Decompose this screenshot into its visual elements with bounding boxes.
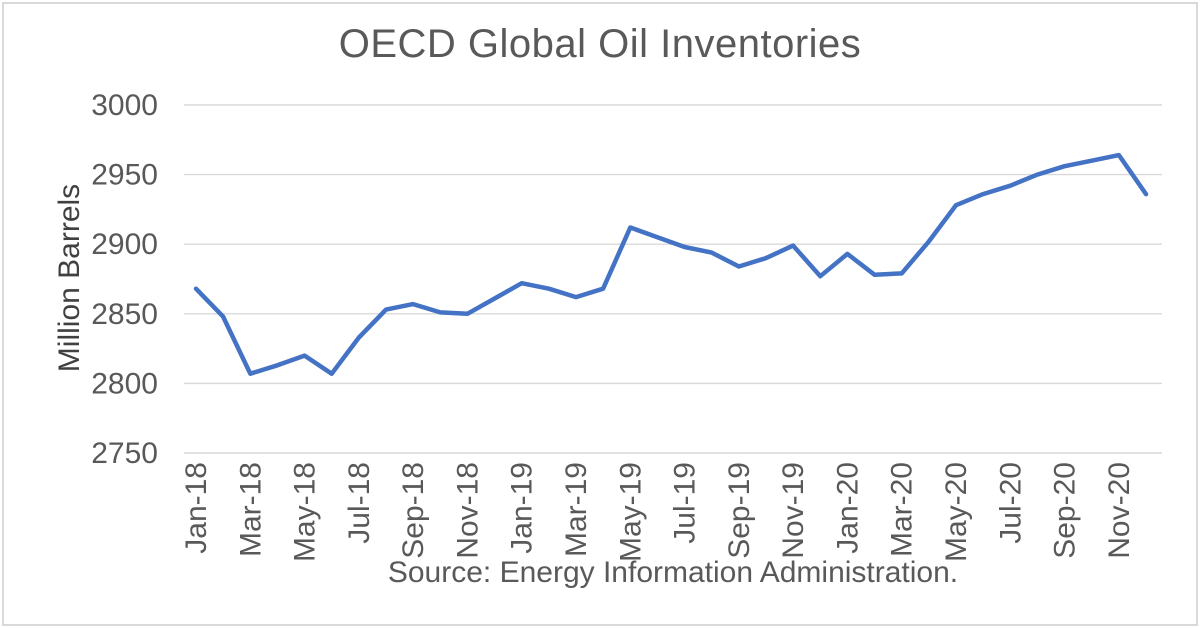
x-tick-label: Sep-19: [723, 462, 756, 559]
x-tick-label: May-19: [614, 462, 647, 562]
y-tick-label: 3000: [91, 89, 158, 122]
source-note: Source: Energy Information Administratio…: [387, 556, 959, 589]
chart-title: OECD Global Oil Inventories: [338, 22, 862, 66]
x-tick-label: Sep-18: [397, 462, 430, 559]
y-tick-label: 2750: [91, 437, 158, 470]
x-tick-label: Nov-20: [1103, 462, 1136, 559]
x-tick-label: Jan-19: [506, 462, 539, 554]
x-tick-label: May-20: [940, 462, 973, 562]
x-tick-label: Mar-20: [886, 462, 919, 557]
y-tick-label: 2850: [91, 298, 158, 331]
data-line: [193, 152, 1149, 376]
y-tick-label: 2900: [91, 228, 158, 261]
x-tick-label: Mar-18: [234, 462, 267, 557]
x-tick-label: May-18: [289, 462, 322, 562]
x-tick-label: Jul-20: [994, 462, 1027, 544]
x-tick-label: Jan-20: [831, 462, 864, 554]
x-tick-label: Nov-19: [777, 462, 810, 559]
y-tick-label: 2950: [91, 159, 158, 192]
x-tick-label: Jan-18: [180, 462, 213, 554]
y-tick-label: 2800: [91, 367, 158, 400]
x-tick-label: Jul-19: [669, 462, 702, 544]
x-tick-label: Jul-18: [343, 462, 376, 544]
x-tick-label: Mar-19: [560, 462, 593, 557]
x-tick-label: Nov-18: [451, 462, 484, 559]
x-tick-label: Sep-20: [1049, 462, 1082, 559]
